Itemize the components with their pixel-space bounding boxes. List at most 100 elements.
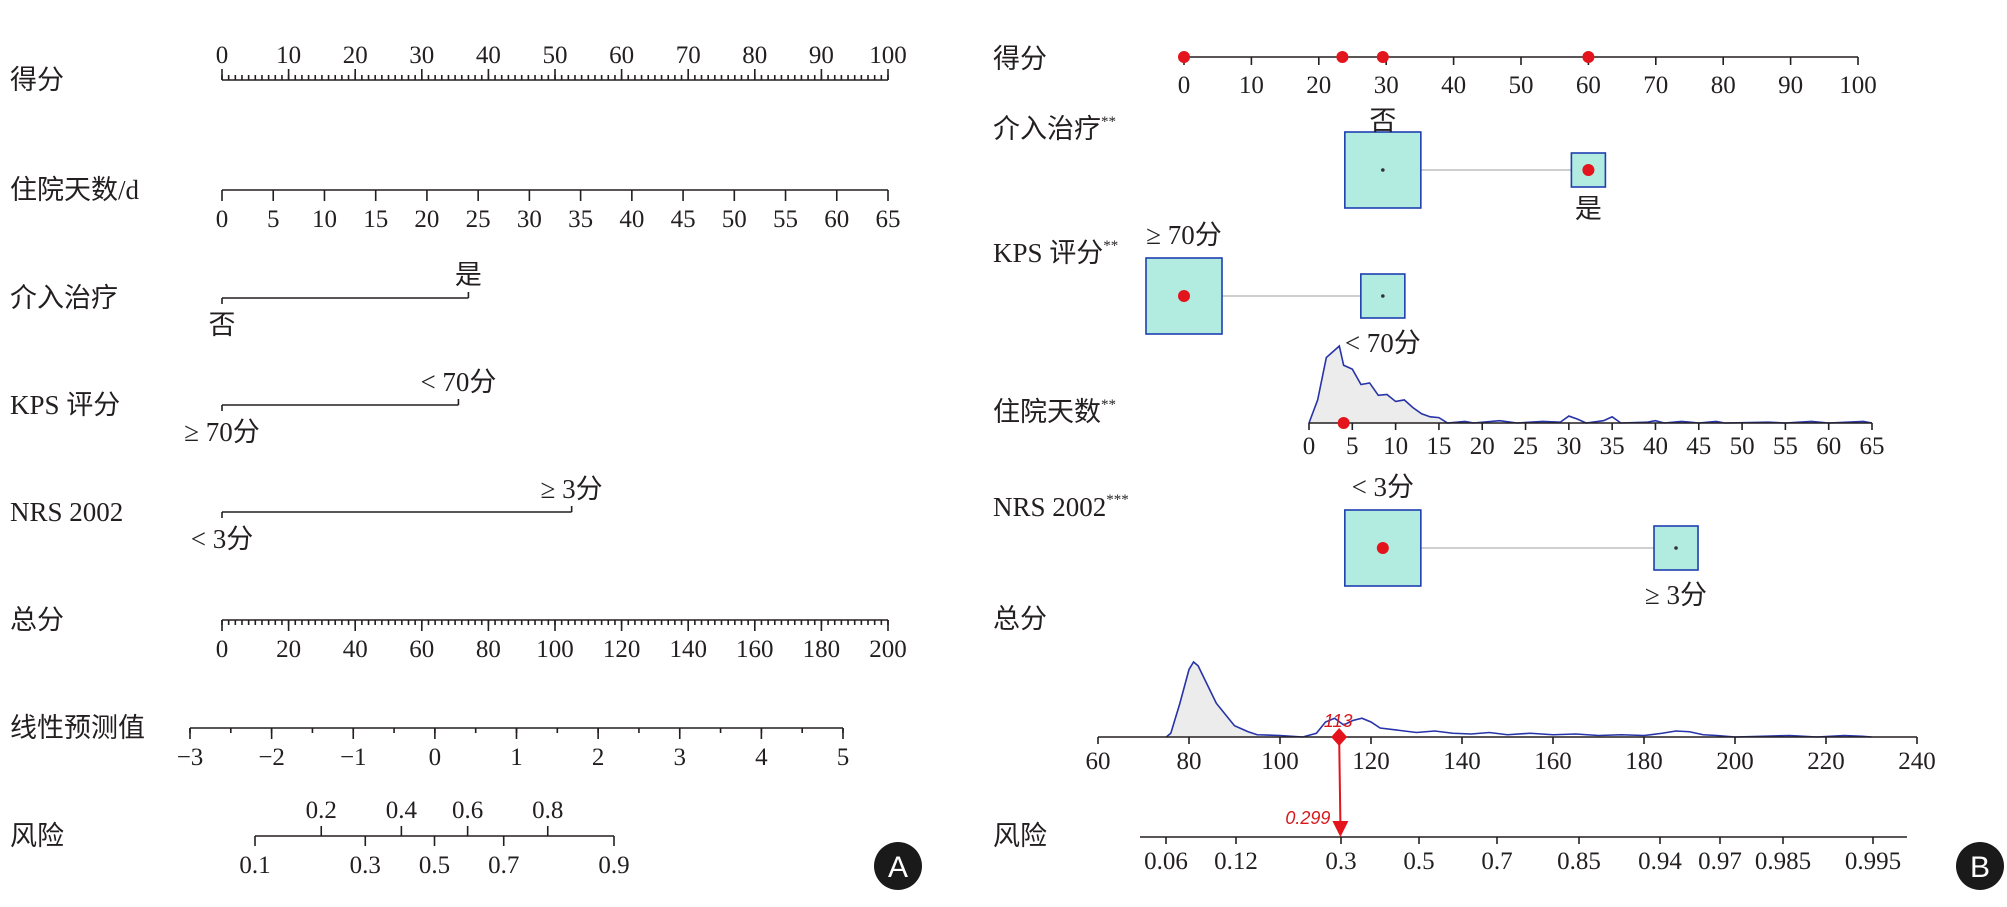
tick-label: 60 — [1086, 748, 1111, 775]
tick-label: 80 — [1711, 72, 1736, 99]
total-annotation: 113 — [1324, 711, 1353, 731]
tick-label: 40 — [619, 206, 644, 233]
tick-label: 0.85 — [1557, 848, 1601, 875]
tick-label: 10 — [1239, 72, 1264, 99]
tick-label: 0.06 — [1144, 848, 1188, 875]
factor-row: 住院天数** 0 5 10 15 20 25 30 35 40 45 50 55 60 65 — [993, 344, 1885, 460]
level-label: < 3分 — [191, 524, 253, 554]
row-label: 得分 — [10, 65, 64, 95]
tick-label: 100 — [1261, 748, 1299, 775]
row-label: 风险 — [10, 821, 64, 851]
badge-label: A — [888, 851, 908, 884]
tick-label: 0.2 — [306, 797, 337, 824]
tick-label: 90 — [1778, 72, 1803, 99]
tick-label: 140 — [1443, 748, 1481, 775]
tick-label: 0.5 — [419, 852, 450, 879]
tick-label: 20 — [1306, 72, 1331, 99]
tick-label: 15 — [1426, 433, 1451, 460]
factor-row: 介入治疗** 否是 — [993, 106, 1607, 224]
tick-label: 5 — [837, 744, 850, 771]
tick-label: 240 — [1898, 748, 1936, 775]
tick-label: 0.94 — [1638, 848, 1682, 875]
projection: 113 0.299 — [1285, 711, 1353, 837]
tick-label: 65 — [876, 206, 901, 233]
selected-point — [1376, 542, 1389, 554]
tick-label: 3 — [674, 744, 687, 771]
row-label: 介入治疗** — [993, 114, 1116, 144]
tick-label: 25 — [466, 206, 491, 233]
tick-label: 0.8 — [532, 797, 563, 824]
nomogram-row: 得分 0 10 20 30 40 50 60 70 80 90 100 — [10, 42, 907, 95]
tick-label: 0 — [216, 206, 229, 233]
tick-label: 220 — [1807, 748, 1845, 775]
score-point — [1178, 51, 1190, 63]
significance-mark: ** — [1101, 397, 1116, 413]
tick-label: 65 — [1860, 433, 1885, 460]
tick-label: 0.1 — [239, 852, 270, 879]
tick-label: 15 — [363, 206, 388, 233]
panel-badge: A — [874, 842, 922, 890]
tick-label: 0 — [1303, 433, 1316, 460]
risk-row: 风险 0.06 0.12 0.3 0.5 0.7 0.85 0.94 0.97 0.985 0.99… — [993, 821, 1907, 875]
tick-label: 20 — [1470, 433, 1495, 460]
tick-label: 50 — [543, 42, 568, 69]
score-axis: 得分 0 10 20 30 40 50 60 70 80 90 100 — [993, 44, 1877, 99]
tick-label: 180 — [803, 636, 841, 663]
projection-line — [1338, 736, 1342, 826]
tick-label: 0 — [216, 636, 229, 663]
row-label: 住院天数** — [993, 397, 1116, 427]
nomogram-row: KPS 评分 ≥ 70分 < 70分 — [10, 367, 496, 447]
row-label: NRS 2002 — [10, 497, 123, 527]
tick-label: 5 — [267, 206, 280, 233]
tick-label: 120 — [603, 636, 641, 663]
tick-label: 60 — [409, 636, 434, 663]
tick-label: 5 — [1346, 433, 1359, 460]
level-label: < 70分 — [1345, 328, 1421, 358]
tick-label: 0.3 — [350, 852, 381, 879]
tick-label: 4 — [755, 744, 768, 771]
tick-label: 0.7 — [488, 852, 519, 879]
tick-label: 55 — [773, 206, 798, 233]
tick-label: 100 — [1839, 72, 1877, 99]
row-label: KPS 评分 — [10, 390, 120, 420]
tick-label: 0.12 — [1214, 848, 1258, 875]
level-label: ≥ 3分 — [541, 474, 603, 504]
tick-label: 0 — [216, 42, 229, 69]
tick-label: 2 — [592, 744, 605, 771]
tick-label: 60 — [1816, 433, 1841, 460]
tick-label: 30 — [517, 206, 542, 233]
tick-label: 100 — [869, 42, 907, 69]
tick-label: 200 — [1716, 748, 1754, 775]
tick-label: 20 — [343, 42, 368, 69]
tick-label: 1 — [510, 744, 523, 771]
nomogram-row: 线性预测值 −3 −2 −1 0 1 2 3 4 5 — [10, 713, 849, 771]
tick-label: −3 — [177, 744, 204, 771]
tick-label: 160 — [1534, 748, 1572, 775]
tick-label: 120 — [1352, 748, 1390, 775]
tick-label: 0.7 — [1481, 848, 1512, 875]
tick-label: 20 — [276, 636, 301, 663]
tick-label: 70 — [1643, 72, 1668, 99]
tick-label: 30 — [1556, 433, 1581, 460]
badge-circle — [1956, 842, 2004, 890]
total-marker — [1331, 728, 1348, 746]
row-label: 线性预测值 — [10, 713, 145, 743]
risk-marker — [1332, 821, 1349, 837]
score-point — [1582, 51, 1595, 63]
significance-mark: *** — [1106, 492, 1129, 508]
tick-label: 0.4 — [386, 797, 418, 824]
tick-label: 50 — [1730, 433, 1755, 460]
level-label: < 70分 — [420, 367, 496, 397]
row-label: 总分 — [993, 604, 1047, 634]
tick-label: 45 — [671, 206, 696, 233]
row-label: 风险 — [993, 821, 1047, 851]
center-dot — [1381, 168, 1385, 172]
tick-label: 0.9 — [598, 852, 629, 879]
row-label: 介入治疗 — [10, 283, 118, 313]
score-point — [1336, 51, 1349, 63]
nomogram-row: NRS 2002 < 3分 ≥ 3分 — [10, 474, 603, 554]
tick-label: 80 — [1177, 748, 1202, 775]
